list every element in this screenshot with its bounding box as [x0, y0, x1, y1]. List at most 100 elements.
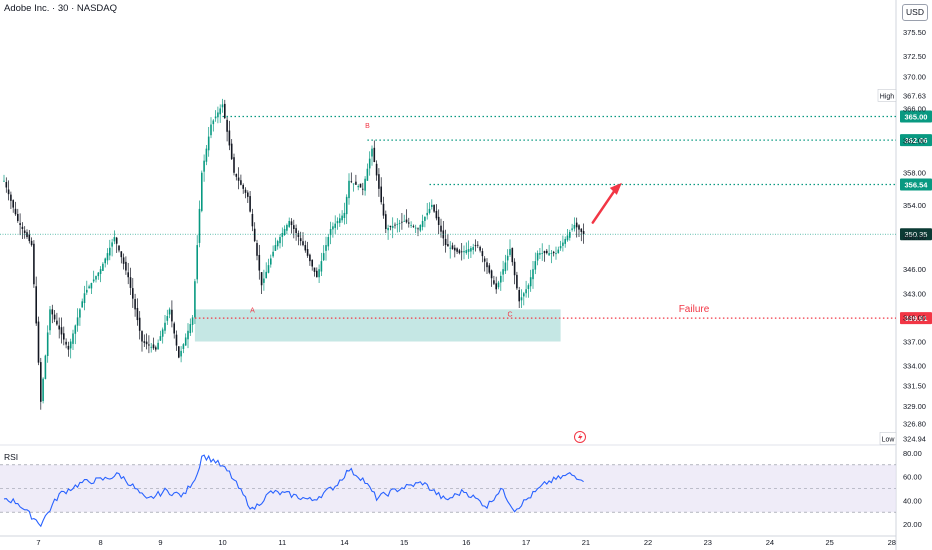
level-tag-label: 362.06 — [905, 136, 928, 145]
candle-body — [237, 177, 240, 181]
point-label-c: C — [507, 311, 512, 318]
candle-body — [187, 330, 189, 340]
candle-body — [205, 148, 208, 162]
candle-body — [460, 251, 463, 253]
candle-body — [159, 336, 162, 341]
candle-body — [336, 220, 339, 224]
candle-body — [385, 214, 387, 229]
high-tag-frame — [877, 89, 897, 102]
candle-body — [14, 208, 17, 215]
candle-body — [493, 280, 495, 284]
candle-body — [136, 307, 139, 321]
symbol-title[interactable]: Adobe Inc. · 30 · NASDAQ — [4, 3, 117, 14]
candlestick-series — [3, 98, 585, 410]
candle-body — [357, 186, 359, 188]
candle-body — [426, 212, 428, 216]
candle-body — [201, 172, 203, 211]
candle-body — [279, 237, 281, 244]
candle-body — [424, 216, 426, 221]
candle-body — [5, 182, 8, 188]
candle-body — [127, 272, 129, 278]
candle-body — [30, 240, 33, 246]
candle-body — [504, 262, 507, 272]
candle-body — [106, 253, 109, 261]
candle-body — [566, 235, 569, 241]
candle-body — [444, 238, 447, 246]
candle-body — [532, 269, 534, 280]
candle-body — [46, 332, 49, 356]
price-axis: 375.50 372.50 370.00 366.00 362.00 358.00 354.… — [903, 28, 926, 529]
candle-body — [125, 261, 127, 271]
price-tick-label: 350.00 — [903, 233, 926, 242]
candle-body — [28, 234, 31, 242]
candle-body — [477, 244, 479, 246]
candle-body — [362, 188, 364, 190]
candle-body — [555, 253, 557, 255]
candle-body — [272, 251, 274, 257]
currency-button[interactable]: USD — [902, 4, 928, 21]
candle-body — [571, 228, 573, 230]
candle-body — [86, 289, 88, 293]
flash-icon[interactable] — [574, 431, 586, 443]
candle-body — [463, 251, 465, 253]
candle-body — [497, 282, 500, 288]
candle-body — [582, 231, 585, 235]
candle-body — [168, 309, 171, 315]
time-tick-label: 22 — [644, 538, 652, 547]
candle-body — [251, 213, 254, 227]
candle-body — [414, 227, 417, 229]
failure-annotation: Failure — [679, 304, 710, 315]
candle-body — [440, 225, 442, 232]
candle-body — [359, 183, 362, 188]
candle-body — [79, 309, 81, 318]
candle-body — [67, 345, 70, 350]
candle-body — [435, 210, 438, 219]
candle-body — [230, 143, 233, 160]
price-tick-label: 354.00 — [903, 201, 926, 210]
price-tick-label: 334.00 — [903, 362, 926, 371]
candle-body — [51, 309, 54, 315]
candle-body — [74, 325, 77, 334]
candle-body — [95, 276, 97, 280]
candle-body — [276, 241, 279, 247]
candle-body — [72, 333, 74, 344]
price-tick-label: 329.00 — [903, 402, 926, 411]
candle-body — [207, 136, 210, 151]
time-tick-label: 17 — [522, 538, 530, 547]
candle-body — [378, 174, 380, 189]
candle-body — [214, 116, 217, 119]
rsi-tick-label: 40.00 — [903, 496, 922, 505]
candle-body — [182, 344, 185, 349]
candle-body — [198, 208, 201, 243]
candle-body — [290, 221, 293, 225]
candle-body — [548, 253, 550, 256]
candle-body — [412, 226, 415, 228]
candle-body — [194, 281, 196, 318]
candle-body — [104, 258, 106, 264]
price-tick-label: 340.00 — [903, 313, 926, 322]
candle-body — [150, 346, 152, 348]
candle-body — [19, 223, 21, 225]
candle-body — [575, 222, 578, 228]
candle-body — [60, 327, 63, 335]
last-price-tag — [900, 228, 932, 241]
candle-body — [203, 160, 205, 172]
price-tick-label: 366.00 — [903, 104, 926, 113]
candle-body — [546, 250, 548, 254]
point-label-a: A — [250, 307, 255, 314]
candle-body — [483, 258, 486, 262]
candle-body — [155, 347, 157, 350]
candle-body — [141, 331, 143, 342]
candle-body — [405, 219, 408, 223]
candle-body — [42, 378, 44, 402]
candle-body — [247, 192, 249, 197]
candle-body — [63, 333, 65, 340]
candle-body — [382, 203, 385, 216]
rsi-pane — [0, 454, 896, 528]
candle-body — [313, 267, 316, 272]
level-tag-label: 339.91 — [905, 314, 928, 323]
candle-body — [398, 222, 401, 224]
candle-body — [157, 342, 159, 350]
candle-body — [267, 265, 270, 273]
